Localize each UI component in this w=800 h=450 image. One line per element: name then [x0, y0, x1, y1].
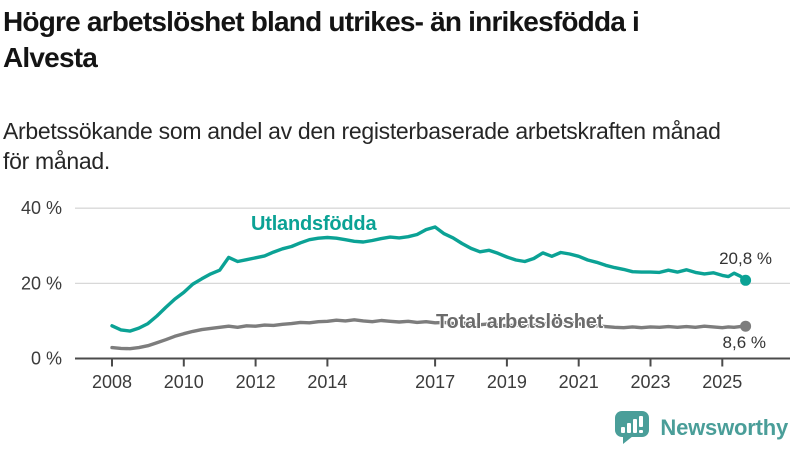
- series-label-total-arbetsloshet: Total arbetslöshet: [436, 311, 604, 333]
- y-tick-label: 40 %: [21, 198, 62, 218]
- x-tick-label: 2021: [559, 372, 599, 392]
- x-tick-label: 2019: [487, 372, 527, 392]
- chart-subtitle-line1: Arbetssökande som andel av den registerb…: [3, 118, 721, 144]
- series-line-2: [110, 318, 748, 351]
- x-tick-label: 2010: [164, 372, 204, 392]
- newsworthy-logo-text: Newsworthy: [660, 414, 788, 440]
- y-tick-label: 20 %: [21, 273, 62, 293]
- newsworthy-logo: Newsworthy: [615, 411, 788, 444]
- x-tick-label: 2025: [702, 372, 742, 392]
- series-end-dot-1: [740, 274, 752, 286]
- x-tick-label: 2012: [236, 372, 276, 392]
- page-title: Högre arbetslöshet bland utrikes- än inr…: [3, 4, 797, 75]
- x-tick-label: 2017: [415, 372, 455, 392]
- y-tick-label: 0 %: [31, 349, 62, 369]
- series-line-1: [110, 225, 748, 333]
- chart-subtitle: Arbetssökande som andel av den registerb…: [3, 116, 797, 176]
- series-label-utlandsfodda: Utlandsfödda: [251, 213, 377, 235]
- newsworthy-logo-icon: [615, 411, 650, 444]
- chart-subtitle-line2: för månad.: [3, 148, 110, 174]
- x-tick-label: 2014: [307, 372, 347, 392]
- page-title-line1: Högre arbetslöshet bland utrikes- än inr…: [3, 6, 640, 37]
- x-tick-label: 2008: [92, 372, 132, 392]
- end-value-utlandsfodda: 20,8 %: [719, 249, 772, 268]
- page-title-line2: Alvesta: [3, 41, 98, 73]
- series-end-dot-2: [740, 320, 752, 332]
- x-tick-label: 2023: [630, 372, 670, 392]
- end-value-total-arbetsloshet: 8,6 %: [722, 333, 766, 352]
